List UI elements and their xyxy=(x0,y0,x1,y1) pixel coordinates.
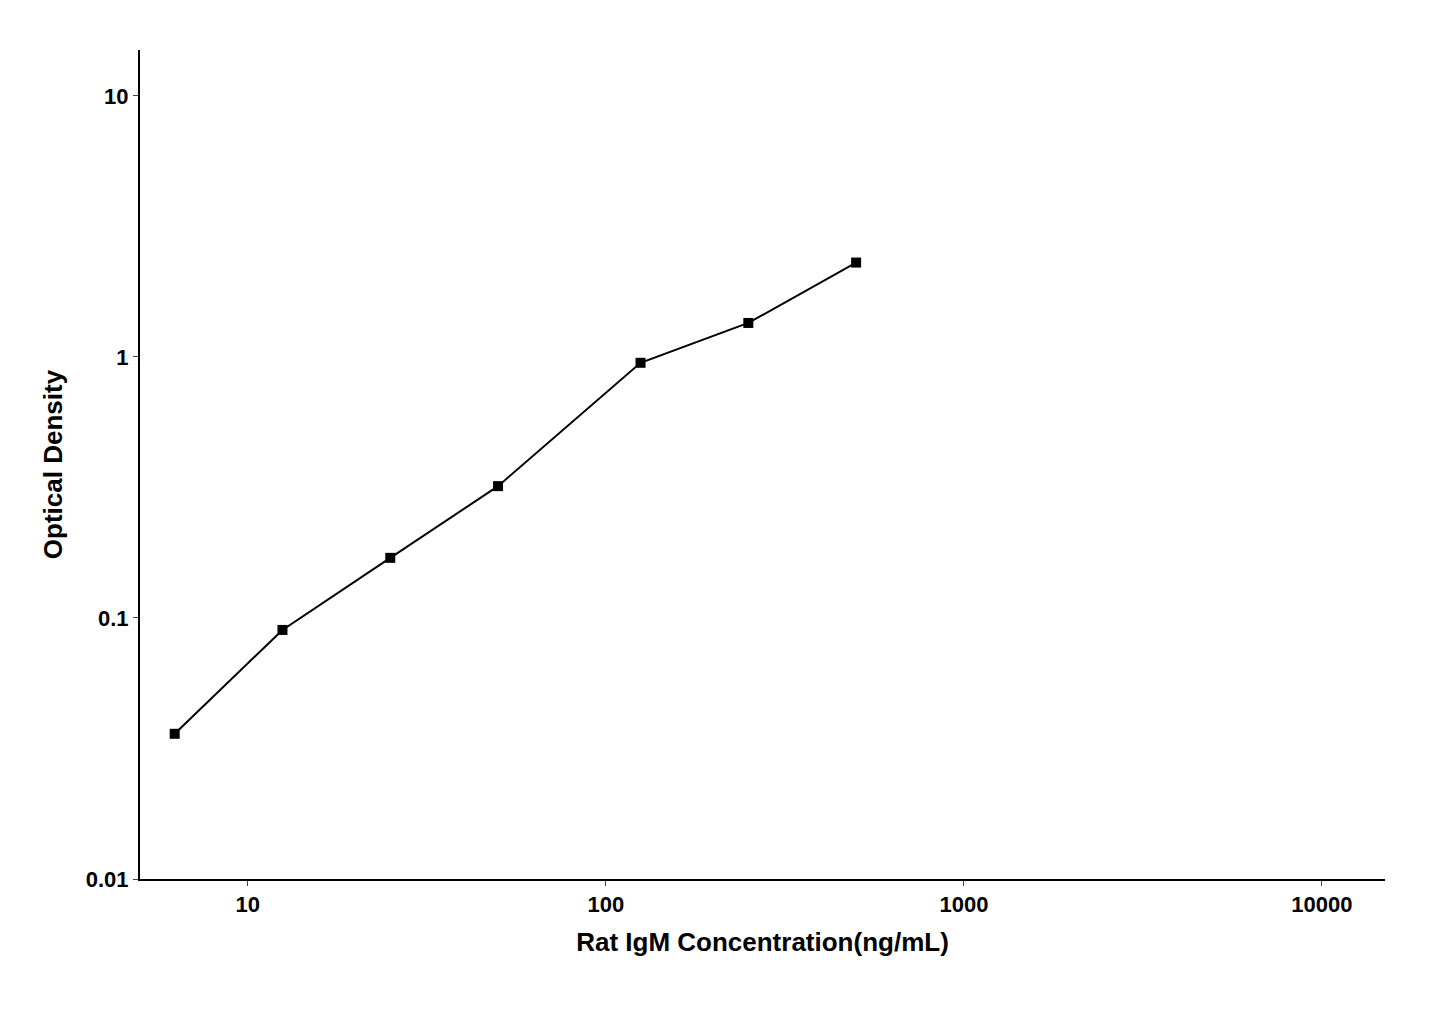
svg-text:0.01: 0.01 xyxy=(86,867,129,892)
svg-text:10: 10 xyxy=(104,84,128,109)
svg-text:Rat IgM Concentration(ng/mL): Rat IgM Concentration(ng/mL) xyxy=(576,927,949,957)
svg-text:1000: 1000 xyxy=(939,892,988,917)
svg-text:Optical Density: Optical Density xyxy=(38,369,68,559)
svg-text:100: 100 xyxy=(587,892,624,917)
svg-text:1: 1 xyxy=(116,345,128,370)
svg-text:10: 10 xyxy=(236,892,260,917)
svg-text:10000: 10000 xyxy=(1291,892,1352,917)
svg-text:0.1: 0.1 xyxy=(98,606,129,631)
